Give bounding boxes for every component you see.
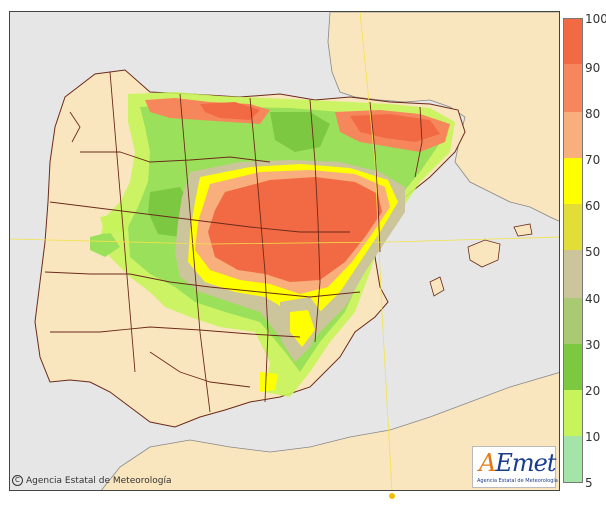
- legend-swatch-60: [564, 204, 582, 250]
- legend-label-60: 60: [585, 199, 601, 213]
- logo-subtitle: Agencia Estatal de Meteorología: [477, 478, 558, 484]
- copyright-icon: C: [12, 475, 23, 486]
- logo-letters-emet: Emet: [495, 449, 556, 477]
- ibiza: [429, 276, 445, 297]
- legend-swatch-70: [564, 158, 582, 204]
- legend-label-90: 90: [585, 61, 601, 75]
- legend-swatch-30: [564, 344, 582, 390]
- legend-label-80: 80: [585, 107, 601, 121]
- logo-wordmark: AEmet: [479, 449, 556, 477]
- legend-swatch-50: [564, 250, 582, 298]
- legend-swatch-10: [564, 436, 582, 482]
- legend-label-30: 30: [585, 338, 601, 352]
- legend-color-bar: [563, 18, 583, 483]
- legend-label-10: 10: [585, 430, 601, 444]
- precipitation-fields: [90, 92, 455, 397]
- legend-swatch-80: [564, 112, 582, 158]
- precipitation-probability-map: [9, 11, 560, 491]
- legend-swatch-40: [564, 298, 582, 344]
- legend-swatch-100: [564, 19, 582, 64]
- legend: 100 90 80 70 60 50 40 30 20 10 5: [563, 13, 606, 490]
- legend-label-5: 5: [585, 476, 593, 490]
- legend-label-40: 40: [585, 292, 601, 306]
- aemet-logo: AEmet Agencia Estatal de Meteorología: [472, 446, 558, 488]
- legend-swatch-20: [564, 390, 582, 436]
- legend-label-70: 70: [585, 153, 601, 167]
- copyright-notice: C Agencia Estatal de Meteorología: [12, 475, 172, 486]
- mallorca: [467, 239, 501, 268]
- copyright-text: Agencia Estatal de Meteorología: [26, 476, 172, 486]
- legend-swatch-90: [564, 64, 582, 112]
- legend-label-50: 50: [585, 245, 601, 259]
- graticule: [10, 12, 559, 490]
- legend-label-100: 100: [585, 12, 606, 26]
- map-canvas: [10, 12, 559, 490]
- africa-land: [101, 372, 559, 490]
- logo-letter-a: A: [479, 449, 496, 477]
- province-borders: [44, 71, 423, 413]
- menorca: [513, 223, 533, 237]
- legend-label-20: 20: [585, 384, 601, 398]
- meridian-marker: [389, 493, 395, 499]
